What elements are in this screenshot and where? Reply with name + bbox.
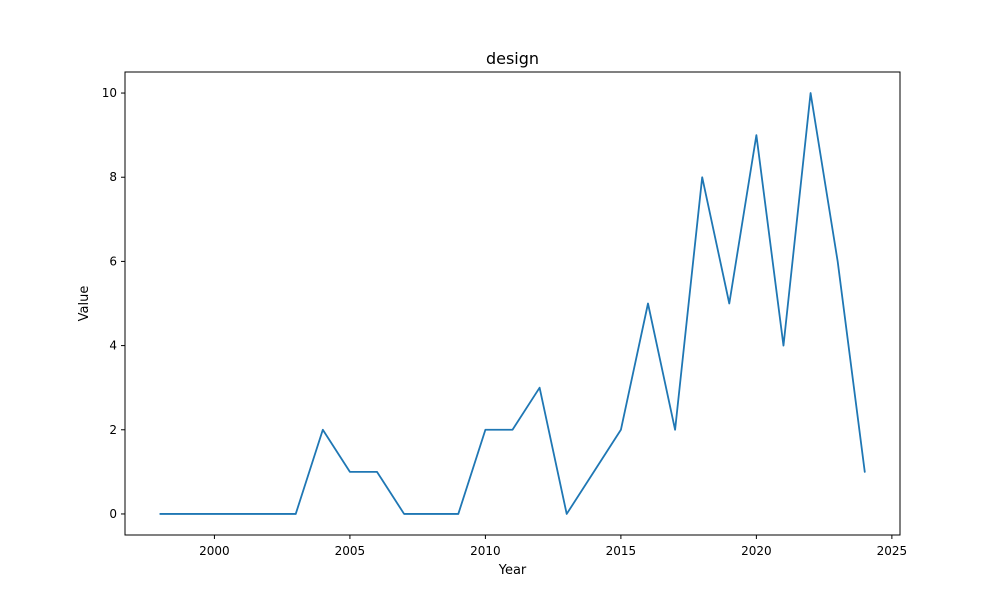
y-tick-label: 4 (109, 339, 117, 353)
x-tick-label: 2020 (741, 544, 772, 558)
y-tick-label: 2 (109, 423, 117, 437)
x-tick-label: 2005 (335, 544, 366, 558)
series-line-0 (159, 92, 866, 515)
y-axis-label: Value (77, 286, 92, 322)
x-axis-label: Year (498, 563, 527, 578)
y-tick-label: 10 (102, 86, 117, 100)
x-axis-ticks: 2000 2005 2010 2015 2020 2025 (199, 535, 907, 558)
x-tick-label: 2010 (470, 544, 501, 558)
y-tick-label: 0 (109, 507, 117, 521)
y-axis-ticks: 0 2 4 6 8 10 (102, 86, 125, 521)
y-tick-label: 8 (109, 170, 117, 184)
x-tick-label: 2000 (199, 544, 230, 558)
chart-title: design (486, 49, 539, 68)
y-tick-label: 6 (109, 254, 117, 268)
plot-area (124, 71, 901, 536)
x-tick-label: 2015 (606, 544, 637, 558)
series-layer (159, 92, 866, 515)
x-tick-label: 2025 (877, 544, 908, 558)
